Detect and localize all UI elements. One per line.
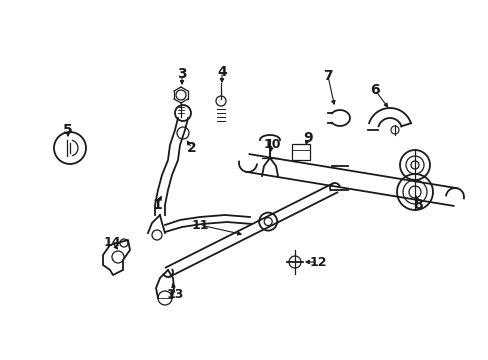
Text: 4: 4 — [217, 65, 226, 79]
Text: 3: 3 — [177, 67, 186, 81]
Text: 2: 2 — [187, 141, 197, 155]
Text: 13: 13 — [166, 288, 183, 302]
Bar — [291, 144, 309, 160]
Text: 14: 14 — [103, 235, 121, 248]
Text: 5: 5 — [63, 123, 73, 137]
Text: 10: 10 — [263, 138, 280, 150]
Text: 8: 8 — [412, 198, 422, 212]
Text: 6: 6 — [369, 83, 379, 97]
Text: 11: 11 — [191, 219, 208, 231]
Text: 7: 7 — [323, 69, 332, 83]
Text: 1: 1 — [152, 198, 162, 212]
Text: 9: 9 — [303, 131, 312, 145]
Text: 12: 12 — [308, 256, 326, 269]
